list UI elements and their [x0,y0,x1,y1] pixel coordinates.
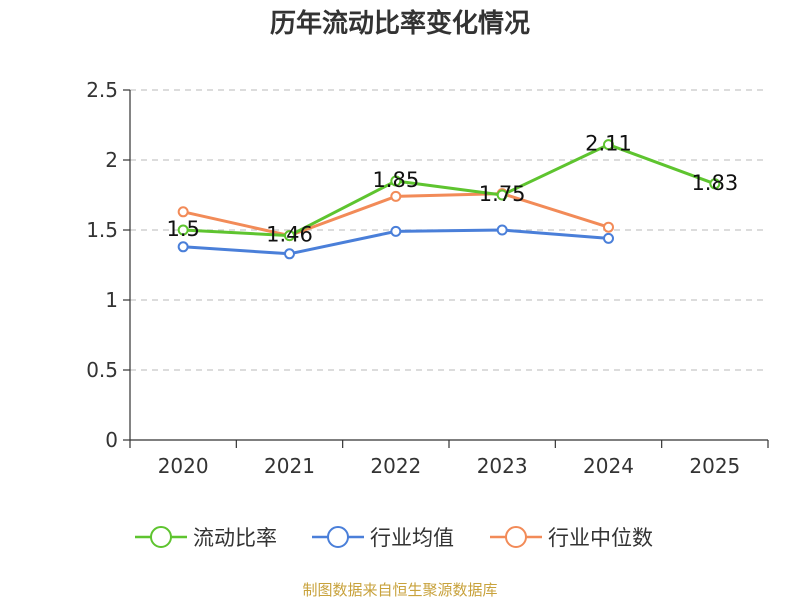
data-label-2022: 1.85 [372,168,419,192]
point-0-2022 [390,175,402,187]
data-label-2024: 2.11 [585,132,632,156]
legend-item-1: 行业均值 [312,526,454,550]
x-tick-label-2021: 2021 [264,454,315,478]
legend-marker-2 [505,526,527,548]
legend-label-2: 行业中位数 [548,526,653,550]
x-tick-label-2022: 2022 [370,454,421,478]
y-tick-label-3: 1.5 [86,218,118,242]
point-2-2024 [603,221,614,233]
data-label-2025: 1.83 [691,171,738,195]
legend-label-0: 流动比率 [193,526,277,550]
data-label-2023: 1.75 [479,182,526,206]
chart-title: 历年流动比率变化情况 [270,8,530,39]
legend-marker-1 [327,526,349,548]
x-tick-label-2025: 2025 [689,454,740,478]
point-0-2024 [603,139,614,151]
legend-item-0: 流动比率 [135,526,277,550]
series-layer [177,139,721,260]
x-tick-label-2020: 2020 [158,454,209,478]
y-tick-label-0: 0 [105,428,118,452]
y-tick-label-2: 1 [105,288,118,312]
point-2-2020 [177,206,189,218]
point-2-2022 [390,190,402,202]
point-1-2021 [284,248,295,260]
data-labels: 1.5 1.46 1.85 1.75 2.11 1.83 [166,132,738,247]
legend-label-1: 行业均值 [370,526,454,550]
x-tick-label-2023: 2023 [477,454,528,478]
legend-item-2: 行业中位数 [490,526,653,550]
source-note: 制图数据来自恒生聚源数据库 [302,581,497,599]
point-0-2020 [177,224,189,236]
legend-marker-0 [150,526,172,548]
legend: 流动比率 行业均值 行业中位数 [135,526,653,550]
x-tick-label-2024: 2024 [583,454,634,478]
y-tick-label-5: 2.5 [86,78,118,102]
y-tick-label-4: 2 [105,148,118,172]
point-0-2023 [496,189,508,201]
point-1-2023 [496,224,508,236]
axes: 0 0.5 1 1.5 2 2.5 2020 2021 2022 2023 2024 2025 [86,78,769,478]
point-1-2022 [390,225,402,237]
point-1-2024 [603,232,614,244]
point-0-2021 [284,230,295,242]
series-line-0 [183,143,716,238]
data-label-2021: 1.46 [266,223,313,247]
y-tick-label-1: 0.5 [86,358,118,382]
data-label-2020: 1.5 [166,217,199,241]
point-1-2020 [177,241,189,253]
point-0-2025 [709,178,721,190]
